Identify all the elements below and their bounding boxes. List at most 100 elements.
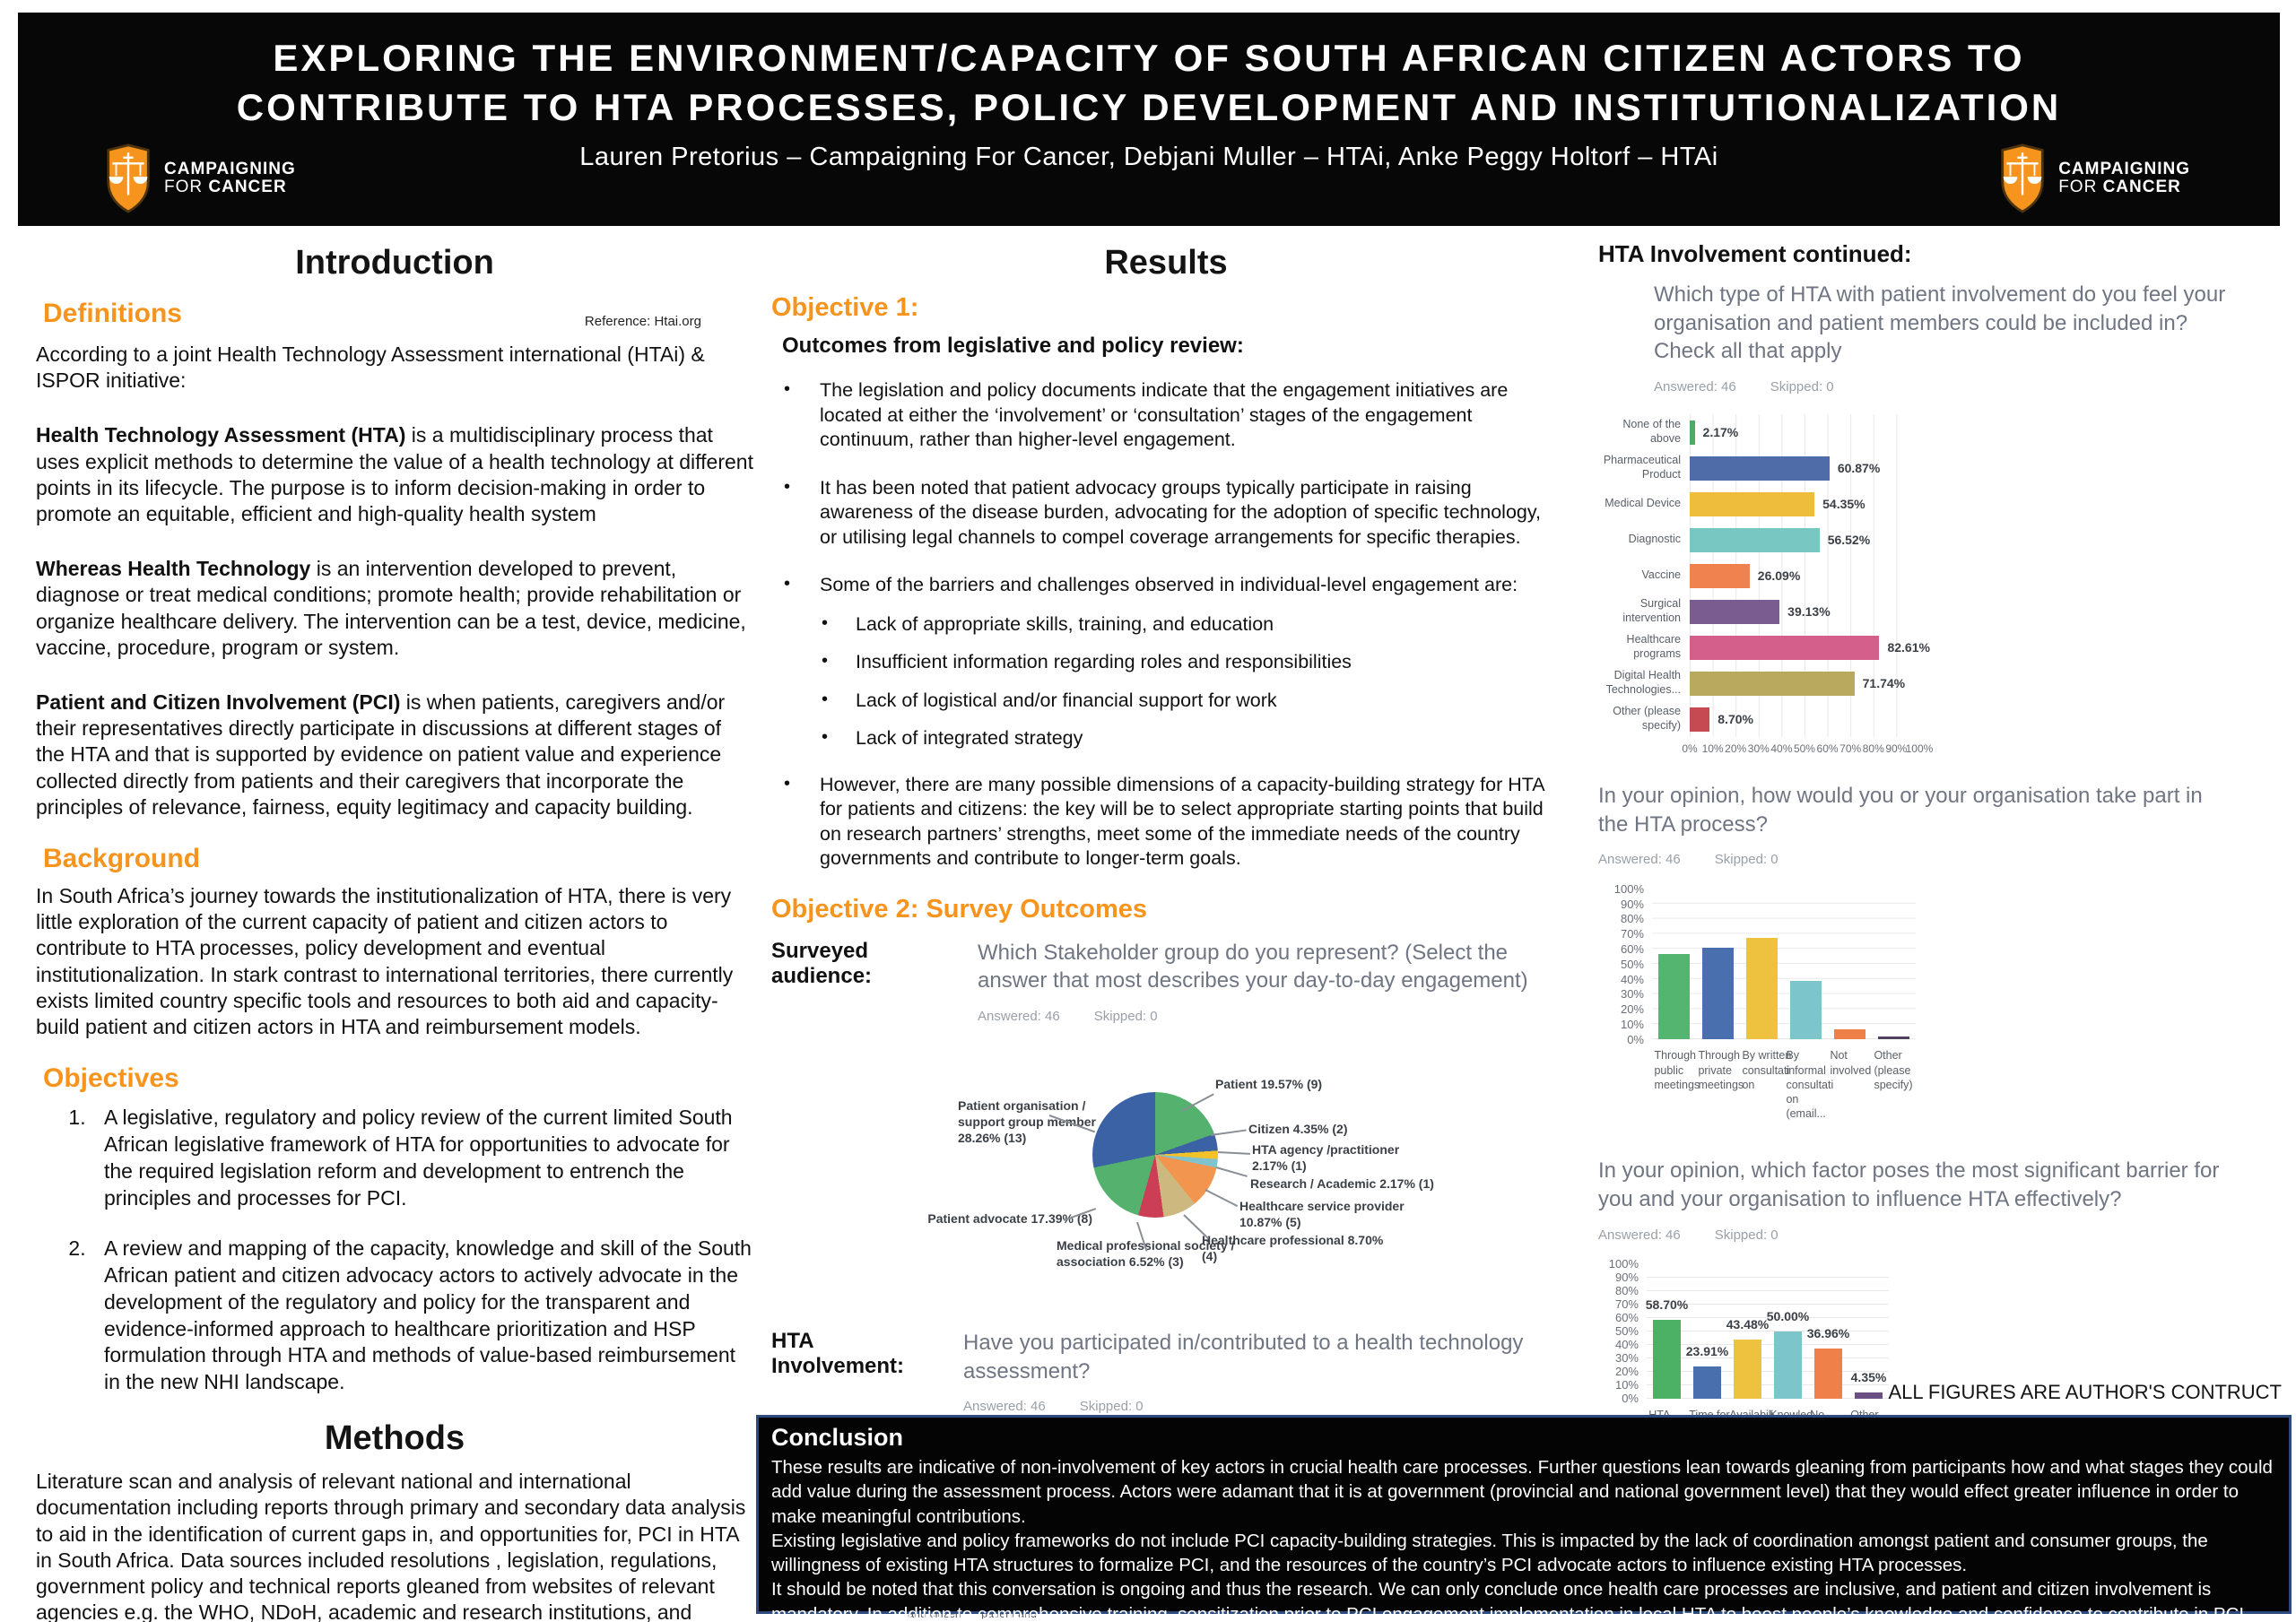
category-label: Digital Health Technologies... [1605,669,1681,697]
answered-skipped: Answered: 46 Skipped: 0 [1598,852,2291,867]
poster-title: EXPLORING THE ENVIRONMENT/CAPACITY OF SO… [18,34,2280,132]
skipped-count: Skipped: 0 [1093,1009,1158,1025]
bullet-text: Insufficient information regarding roles… [856,651,1352,673]
bullet-dot: • [822,612,829,633]
logo-line1: CAMPAIGNING [164,160,296,179]
bar [1692,1366,1722,1399]
pie-label-connector [1183,1214,1210,1240]
bar-column: 50.00%Knowledge about HTA [1767,1264,1813,1451]
bar [1745,938,1779,1040]
outcomes-heading: Outcomes from legislative and policy rev… [782,334,1244,358]
bar [1690,563,1750,588]
take-part-bar-chart: 100% 90% 80% 70% 60% 50% 40% 30% 20% 10% 0% Through… [1611,882,1916,1126]
result-subbullet-3: • Lack of logistical and/or financial sup… [822,689,1561,714]
conclusion-paragraph-1: These results are indicative of non-invo… [771,1457,2273,1527]
results-column: Results Objective 1: Outcomes from legis… [771,231,1561,1622]
logo-line2-cancer: CANCER [208,178,287,196]
category-label: Healthcare programs [1626,633,1681,661]
take-part-question: In your opinion, how would you or your o… [1598,784,2203,837]
hta-types-hbar-chart: None of the above 2.17% Pharmaceutical Pro… [1598,414,2291,755]
answered-skipped: Answered: 46 Skipped: 0 [1598,1227,2291,1243]
definition-health-technology: Whereas Health Technology is an interven… [36,556,753,661]
definition-hta-text: is a multidisciplinary process that uses… [36,423,753,526]
bar-value-label: 58.70% [1645,1297,1689,1312]
bar-row: None of the above 2.17% [1598,414,2291,451]
hta-involvement-continued-heading: HTA Involvement continued: [1598,240,1912,267]
bar-value-label: 50.00% [1766,1308,1810,1323]
y-axis: 100%90%80%70%60%50%40%30%20%10%0% [1608,1257,1639,1406]
bar-value-label: 56.52% [1827,533,1871,548]
definitions-heading: Definitions [43,299,182,328]
bar [1690,635,1880,660]
bar [1813,1349,1843,1399]
bar-column: Not involved [1828,889,1872,1077]
objective2-heading: Objective 2: Survey Outcomes [771,894,1148,924]
background-paragraph: In South Africa’s journey towards the in… [36,884,734,1039]
scales-shield-icon [107,143,150,213]
definition-pci-text: is when patients, caregivers and/or thei… [36,690,726,819]
results-heading: Results [1104,244,1228,282]
bar-area: 39.13% [1690,594,1919,630]
bar-area: 26.09% [1690,558,1919,594]
logo-line1: CAMPAIGNING [2058,160,2190,179]
conclusion-paragraph-2: Existing legislative and policy framewor… [771,1530,2208,1575]
background-heading: Background [43,844,201,874]
skipped-count: Skipped: 0 [1714,1227,1779,1243]
bar-column: 43.48%Availability of resources [1726,1264,1774,1464]
definition-hta-term: Health Technology Assessment (HTA) [36,423,406,447]
conclusion-box: Conclusion These results are indicative … [756,1415,2292,1622]
bullet-text: Some of the barriers and challenges obse… [820,574,1518,596]
bar [1690,599,1780,624]
objective-item-1-text: A legislative, regulatory and policy rev… [104,1106,733,1210]
skipped-count: Skipped: 0 [1714,852,1779,868]
bullet-dot: • [784,773,791,794]
bar-row: Vaccine 26.09% [1598,558,2291,594]
pie-slice-label: Patient 19.57% (9) [1215,1077,1323,1092]
bullet-text: Lack of appropriate skills, training, an… [856,612,1274,635]
bar-column: Through private meetings [1696,889,1744,1091]
pie-slice-label: Medical professional society / associati… [1057,1238,1235,1270]
result-bullet-2: • It has been noted that patient advocacy… [784,476,1561,551]
result-bullet-4: • However, there are many possible dimens… [784,773,1561,872]
category-label: Other (please specify) [1874,1049,1913,1091]
bar-area: 60.87% [1690,450,1919,487]
surveyed-audience-row: Surveyed audience: Which Stakeholder gro… [771,939,1561,1024]
plot-area: 58.70%HTA bodies and decision makers...2… [1646,1263,1889,1508]
bar-value-label: 2.17% [1702,425,1739,440]
definition-hta: Health Technology Assessment (HTA) is a … [36,422,753,527]
category-label: Through public meetings [1654,1049,1700,1091]
pie-slice-label: HTA agency /practitioner 2.17% (1) [1252,1142,1400,1174]
bar [1690,455,1830,481]
pie-slice-label: Citizen 4.35% (2) [1248,1122,1348,1137]
pie-slice-label: Healthcare professional 8.70% (4) [1202,1233,1384,1264]
header-titles: EXPLORING THE ENVIRONMENT/CAPACITY OF SO… [18,34,2280,172]
bar-area: 82.61% [1690,629,1930,666]
logo-line2: FOR CANCER [2058,178,2190,196]
hta-involvement-continued-column: HTA Involvement continued: Which type of… [1598,231,2291,1508]
bar-column: 4.35%Other (please specify) [1848,1264,1889,1450]
logo-text: CAMPAIGNING FOR CANCER [2058,160,2190,196]
bar-row: Other (please specify) 8.70% [1598,701,2291,738]
skipped-count: Skipped: 0 [1770,379,1834,395]
bullet-text: Lack of logistical and/or financial supp… [856,689,1277,711]
logo-line2-for: FOR [2058,178,2103,196]
bar-value-label: 8.70% [1718,712,1753,727]
hta-types-question: Which type of HTA with patient involveme… [1654,282,2226,364]
bar-row: Diagnostic 56.52% [1598,522,2291,559]
bullet-text: Lack of integrated strategy [856,727,1083,750]
poster-title-line2: CONTRIBUTE TO HTA PROCESSES, POLICY DEVE… [236,85,2062,128]
bullet-dot: • [822,689,829,709]
category-label: Through private meetings [1698,1049,1744,1091]
definitions-row: Definitions Reference: Htai.org [36,299,753,329]
methods-heading: Methods [324,1419,465,1458]
bar-value-label: 4.35% [1850,1370,1887,1385]
bar [1652,1319,1682,1399]
category-label: By written consultation [1742,1049,1792,1091]
result-bullet-3: • Some of the barriers and challenges obs… [784,573,1561,598]
answered-count: Answered: 46 [1654,379,1736,395]
bar-area: 8.70% [1690,701,1919,738]
methods-paragraph-1: Literature scan and analysis of relevant… [36,1470,746,1622]
bar-value-label: 82.61% [1887,640,1930,655]
pie-label-connector [1217,1151,1251,1155]
